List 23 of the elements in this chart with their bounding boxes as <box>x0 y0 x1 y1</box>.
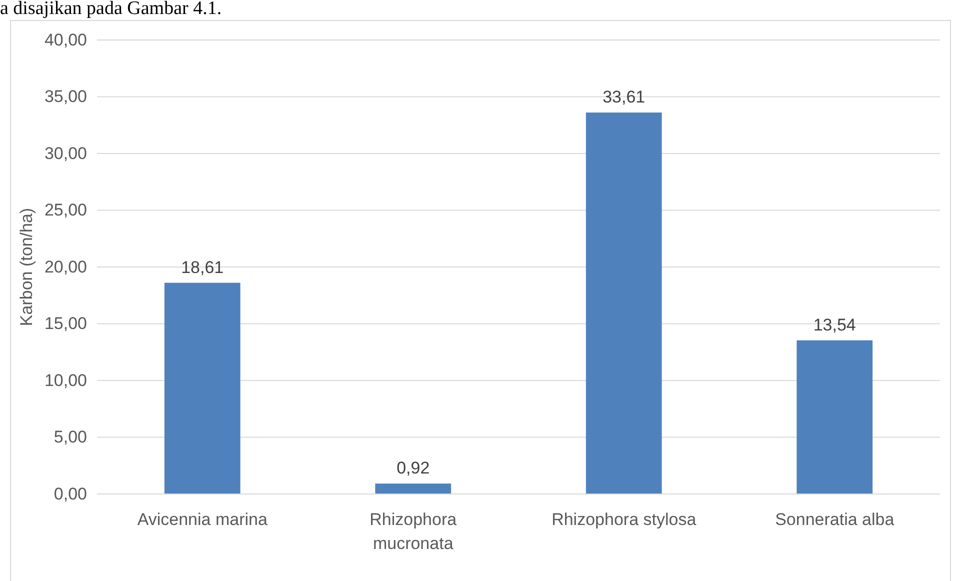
x-tick-label: Sonneratia alba <box>775 510 895 529</box>
text: a disajikan pada Gambar 4.1. <box>0 0 222 19</box>
y-tick-label: 15,00 <box>44 314 87 334</box>
y-tick-label: 10,00 <box>44 370 87 390</box>
data-label: 13,54 <box>813 315 856 334</box>
y-axis-title: Karbon (ton/ha) <box>17 208 36 326</box>
y-tick-label: 5,00 <box>54 428 87 447</box>
x-tick-label: Rhizophora mucronata <box>370 510 458 553</box>
y-tick-label: 20,00 <box>44 257 87 276</box>
data-label: 33,61 <box>602 88 646 107</box>
y-tick-label: 25,00 <box>44 200 87 220</box>
y-tick-label: 35,00 <box>44 87 87 106</box>
x-tick-label: Rhizophora stylosa <box>552 510 697 529</box>
y-tick-label: 0,00 <box>54 484 87 504</box>
data-label: 18,61 <box>181 258 224 277</box>
y-tick-label: 30,00 <box>44 144 87 163</box>
bar <box>586 112 662 494</box>
bar <box>375 484 452 494</box>
bar <box>164 282 240 494</box>
bar <box>796 340 873 494</box>
y-tick-label: 40,00 <box>44 30 87 50</box>
data-label: 0,92 <box>396 458 430 478</box>
x-tick-label: Avicennia marina <box>137 510 268 529</box>
